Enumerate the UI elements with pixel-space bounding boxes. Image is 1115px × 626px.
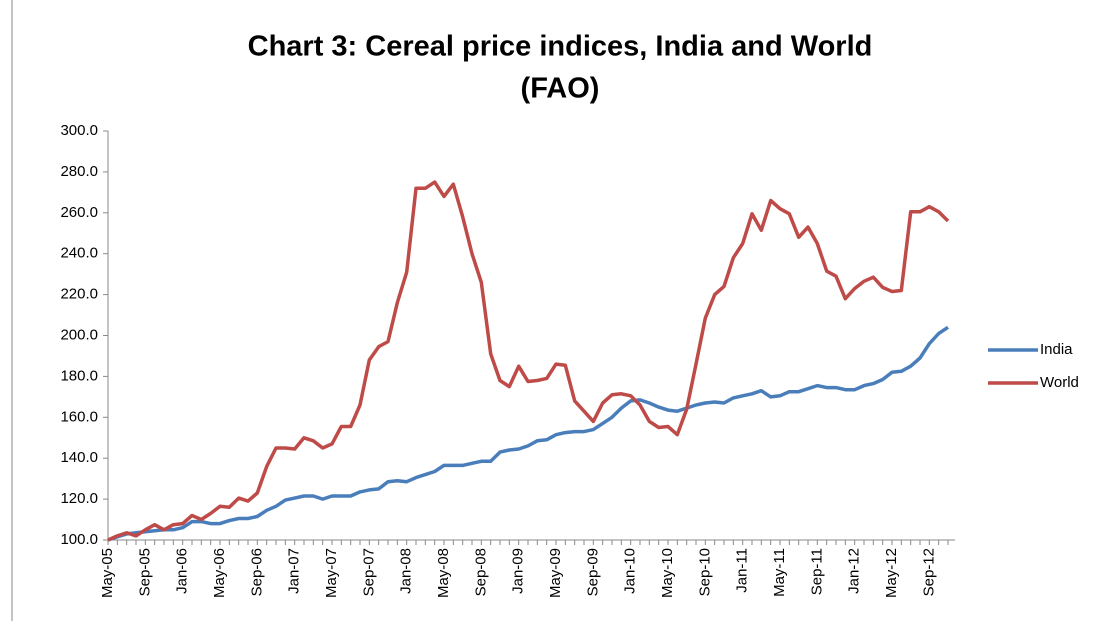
x-tick-label: Jan-09 bbox=[510, 548, 527, 594]
x-tick-label: May-12 bbox=[883, 548, 900, 598]
y-tick-label: 100.0 bbox=[60, 531, 98, 548]
x-tick-label: Sep-08 bbox=[472, 548, 489, 596]
y-tick-label: 140.0 bbox=[60, 449, 98, 466]
x-tick-label: May-05 bbox=[99, 548, 116, 598]
y-tick-label: 240.0 bbox=[60, 245, 98, 262]
legend-label: World bbox=[1040, 374, 1079, 391]
y-tick-label: 180.0 bbox=[60, 367, 98, 384]
x-tick-label: Jan-11 bbox=[734, 548, 751, 593]
x-tick-label: Sep-05 bbox=[136, 548, 153, 596]
x-tick-label: Jan-12 bbox=[846, 548, 863, 594]
x-tick-label: May-10 bbox=[659, 548, 676, 598]
x-tick-label: May-09 bbox=[547, 548, 564, 598]
x-tick-label: Sep-06 bbox=[248, 548, 265, 596]
chart-title: (FAO) bbox=[521, 73, 600, 105]
y-tick-label: 160.0 bbox=[60, 408, 98, 425]
x-tick-label: May-08 bbox=[435, 548, 452, 598]
x-tick-label: Sep-09 bbox=[584, 548, 601, 596]
y-tick-label: 280.0 bbox=[60, 163, 98, 180]
x-tick-label: Sep-07 bbox=[360, 548, 377, 596]
x-tick-label: Sep-10 bbox=[696, 548, 713, 596]
x-tick-label: Sep-11 bbox=[808, 548, 825, 595]
x-tick-label: Jan-06 bbox=[174, 548, 191, 594]
x-tick-label: Jan-07 bbox=[286, 548, 303, 594]
x-tick-label: May-06 bbox=[211, 548, 228, 598]
y-tick-label: 120.0 bbox=[60, 490, 98, 507]
series-line bbox=[107, 180, 950, 542]
series-line bbox=[107, 325, 949, 542]
x-tick-label: Sep-12 bbox=[920, 548, 937, 596]
y-tick-label: 260.0 bbox=[60, 204, 98, 221]
x-tick-label: May-07 bbox=[323, 548, 340, 598]
legend-label: India bbox=[1040, 341, 1073, 358]
y-tick-label: 220.0 bbox=[60, 286, 98, 303]
x-tick-label: Jan-08 bbox=[398, 548, 415, 594]
y-tick-label: 200.0 bbox=[60, 326, 98, 343]
chart-title: Chart 3: Cereal price indices, India and… bbox=[248, 31, 873, 63]
x-tick-label: May-11 bbox=[771, 548, 788, 597]
x-tick-label: Jan-10 bbox=[622, 548, 639, 594]
y-tick-label: 300.0 bbox=[60, 122, 98, 139]
